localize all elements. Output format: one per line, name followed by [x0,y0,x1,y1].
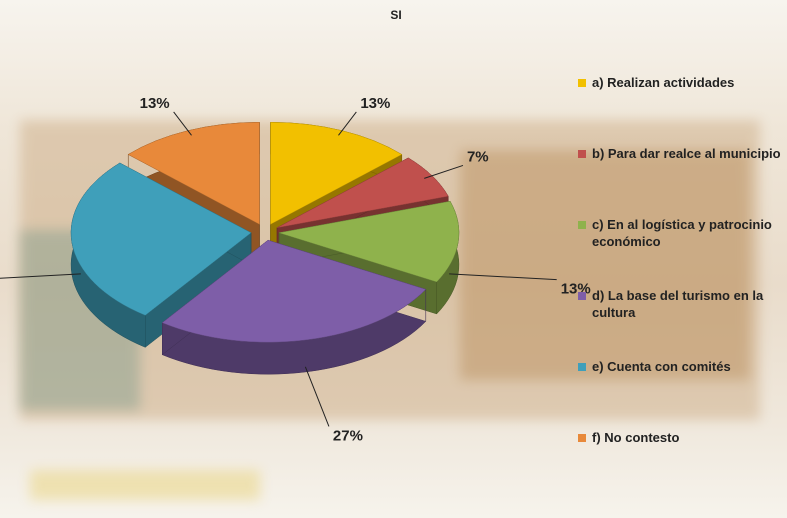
leader-line [305,367,329,427]
legend-swatch [578,434,586,442]
legend-item: d) La base del turismo en la cultura [578,287,787,321]
legend-item: f) No contesto [578,429,787,446]
legend-label: b) Para dar realce al municipio [592,146,781,161]
legend-swatch [578,150,586,158]
leader-line [424,165,463,178]
leader-line [449,274,557,280]
data-label: 13% [140,95,170,112]
legend-item: e) Cuenta con comités [578,358,787,375]
data-label: 7% [467,148,489,165]
chart: SI 13%7%13%27%27%13% a) Realizan activid… [0,0,787,518]
legend-item: a) Realizan actividades [578,74,787,91]
legend-label: e) Cuenta con comités [592,359,731,374]
legend-item: b) Para dar realce al municipio [578,145,787,162]
legend-swatch [578,79,586,87]
legend-label: d) La base del turismo en la cultura [592,288,763,320]
chart-title: SI [390,8,401,22]
legend-item: c) En al logística y patrocinio económic… [578,216,787,250]
legend-swatch [578,363,586,371]
data-label: 13% [360,95,390,112]
legend-swatch [578,292,586,300]
data-label: 27% [333,427,363,444]
legend-label: f) No contesto [592,430,679,445]
leader-line [0,274,81,280]
legend-swatch [578,221,586,229]
legend-label: a) Realizan actividades [592,75,734,90]
legend-label: c) En al logística y patrocinio económic… [592,217,772,249]
